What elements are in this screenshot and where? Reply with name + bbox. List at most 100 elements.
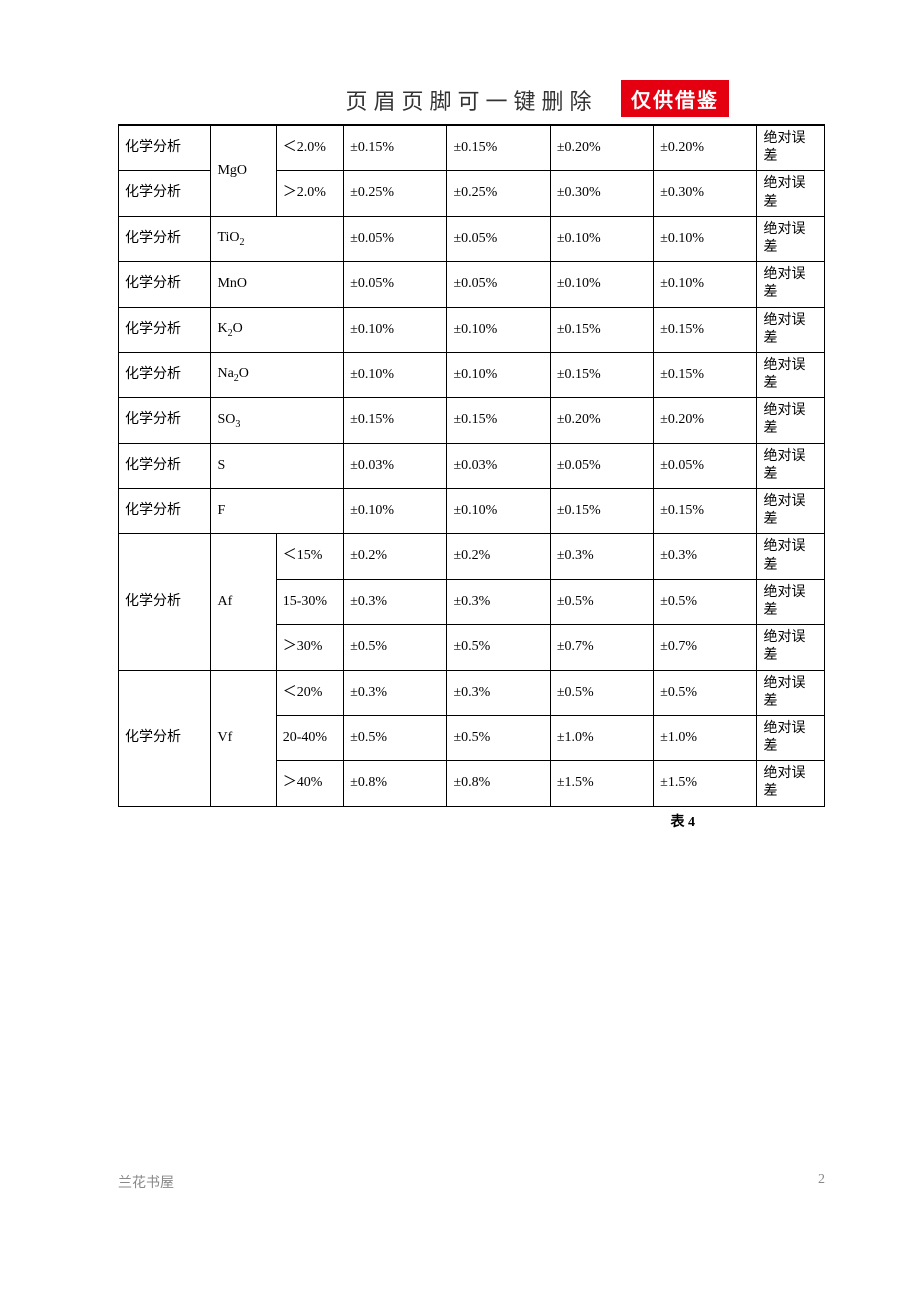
footer-page-number: 2 <box>818 1172 825 1192</box>
table-cell: 化学分析 <box>119 171 211 216</box>
table-cell: ±0.10% <box>550 262 653 307</box>
table-cell: ±0.10% <box>344 307 447 352</box>
table-cell: 绝对误差 <box>757 398 825 443</box>
table-row: 化学分析Na2O±0.10%±0.10%±0.15%±0.15%绝对误差 <box>119 352 825 397</box>
table-cell: ±0.15% <box>654 352 757 397</box>
table-cell: ±0.10% <box>344 352 447 397</box>
table-cell: ±0.03% <box>344 443 447 488</box>
table-cell: ±0.8% <box>447 761 550 806</box>
table-cell: ±0.3% <box>344 579 447 624</box>
footer-left: 兰花书屋 <box>118 1172 174 1192</box>
table-row: 化学分析MnO±0.05%±0.05%±0.10%±0.10%绝对误差 <box>119 262 825 307</box>
table-cell: ±0.5% <box>550 579 653 624</box>
tolerance-table: 化学分析MgO＜2.0%±0.15%±0.15%±0.20%±0.20%绝对误差… <box>118 126 825 807</box>
table-cell: ±0.10% <box>654 262 757 307</box>
table-cell: ±0.15% <box>344 398 447 443</box>
table-cell: 绝对误差 <box>757 625 825 670</box>
table-row: 化学分析K2O±0.10%±0.10%±0.15%±0.15%绝对误差 <box>119 307 825 352</box>
table-cell: ±1.0% <box>654 715 757 760</box>
table-cell: ±0.05% <box>344 262 447 307</box>
table-cell: 化学分析 <box>119 489 211 534</box>
table-cell: 绝对误差 <box>757 307 825 352</box>
table-cell: 化学分析 <box>119 352 211 397</box>
table-cell: ±0.2% <box>447 534 550 579</box>
table-cell: 绝对误差 <box>757 579 825 624</box>
table-cell: ±0.7% <box>550 625 653 670</box>
table-cell: 绝对误差 <box>757 352 825 397</box>
table-cell: ±0.20% <box>550 398 653 443</box>
table-cell: ±0.10% <box>550 216 653 261</box>
table-cell: ±0.3% <box>447 579 550 624</box>
table-cell: ±0.30% <box>550 171 653 216</box>
table-cell: ±0.05% <box>550 443 653 488</box>
table-cell: ±0.05% <box>654 443 757 488</box>
table-cell: 化学分析 <box>119 126 211 171</box>
header-title: 页眉页脚可一键删除 <box>345 84 597 116</box>
table-caption: 表 4 <box>118 811 825 831</box>
table-cell: ±0.5% <box>344 715 447 760</box>
table-cell: Na2O <box>211 352 344 397</box>
table-cell: ±1.0% <box>550 715 653 760</box>
table-cell: 绝对误差 <box>757 262 825 307</box>
table-cell: 化学分析 <box>119 307 211 352</box>
table-row: 化学分析Af＜15%±0.2%±0.2%±0.3%±0.3%绝对误差 <box>119 534 825 579</box>
table-cell: ±0.10% <box>344 489 447 534</box>
table-cell: MgO <box>211 126 276 216</box>
table-cell: ±1.5% <box>654 761 757 806</box>
table-cell: TiO2 <box>211 216 344 261</box>
table-cell: ±0.5% <box>654 670 757 715</box>
table-cell: F <box>211 489 344 534</box>
table-cell: ±0.5% <box>344 625 447 670</box>
table-cell: ±0.3% <box>344 670 447 715</box>
table-cell: ±0.15% <box>344 126 447 171</box>
table-cell: ±0.25% <box>344 171 447 216</box>
table-cell: ±0.10% <box>654 216 757 261</box>
table-cell: SO3 <box>211 398 344 443</box>
table-cell: 绝对误差 <box>757 670 825 715</box>
table-cell: 化学分析 <box>119 443 211 488</box>
table-cell: ±0.10% <box>447 307 550 352</box>
table-cell: ±0.15% <box>550 489 653 534</box>
table-cell: ±0.05% <box>344 216 447 261</box>
table-cell: ±0.03% <box>447 443 550 488</box>
table-cell: ＞40% <box>276 761 343 806</box>
table-cell: Vf <box>211 670 276 806</box>
table-cell: ±0.15% <box>447 126 550 171</box>
table-cell: ±0.10% <box>447 352 550 397</box>
table-row: 化学分析S±0.03%±0.03%±0.05%±0.05%绝对误差 <box>119 443 825 488</box>
table-cell: 20-40% <box>276 715 343 760</box>
table-cell: 绝对误差 <box>757 171 825 216</box>
table-cell: ±0.2% <box>344 534 447 579</box>
table-cell: ±0.25% <box>447 171 550 216</box>
table-cell: ＞2.0% <box>276 171 343 216</box>
table-cell: 绝对误差 <box>757 715 825 760</box>
table-cell: ±0.3% <box>447 670 550 715</box>
table-cell: Af <box>211 534 276 670</box>
table-cell: 绝对误差 <box>757 216 825 261</box>
table-cell: ±0.5% <box>447 625 550 670</box>
table-cell: ±0.3% <box>550 534 653 579</box>
header-stamp: 仅供借鉴 <box>621 80 729 117</box>
table-cell: ±0.05% <box>447 216 550 261</box>
table-cell: 化学分析 <box>119 670 211 806</box>
table-cell: ±0.15% <box>550 307 653 352</box>
table-cell: 绝对误差 <box>757 126 825 171</box>
table-cell: ±0.15% <box>447 398 550 443</box>
table-cell: ±1.5% <box>550 761 653 806</box>
table-cell: ＜2.0% <box>276 126 343 171</box>
table-cell: ±0.5% <box>550 670 653 715</box>
table-cell: 化学分析 <box>119 534 211 670</box>
table-cell: ±0.05% <box>447 262 550 307</box>
table-cell: 化学分析 <box>119 398 211 443</box>
table-cell: ±0.10% <box>447 489 550 534</box>
table-cell: ±0.20% <box>550 126 653 171</box>
table-cell: S <box>211 443 344 488</box>
table-row: 化学分析SO3±0.15%±0.15%±0.20%±0.20%绝对误差 <box>119 398 825 443</box>
table-cell: 化学分析 <box>119 216 211 261</box>
table-row: 化学分析Vf＜20%±0.3%±0.3%±0.5%±0.5%绝对误差 <box>119 670 825 715</box>
table-cell: 15-30% <box>276 579 343 624</box>
table-cell: 绝对误差 <box>757 443 825 488</box>
table-row: 化学分析MgO＜2.0%±0.15%±0.15%±0.20%±0.20%绝对误差 <box>119 126 825 171</box>
table-row: 化学分析TiO2±0.05%±0.05%±0.10%±0.10%绝对误差 <box>119 216 825 261</box>
table-cell: ±0.20% <box>654 398 757 443</box>
